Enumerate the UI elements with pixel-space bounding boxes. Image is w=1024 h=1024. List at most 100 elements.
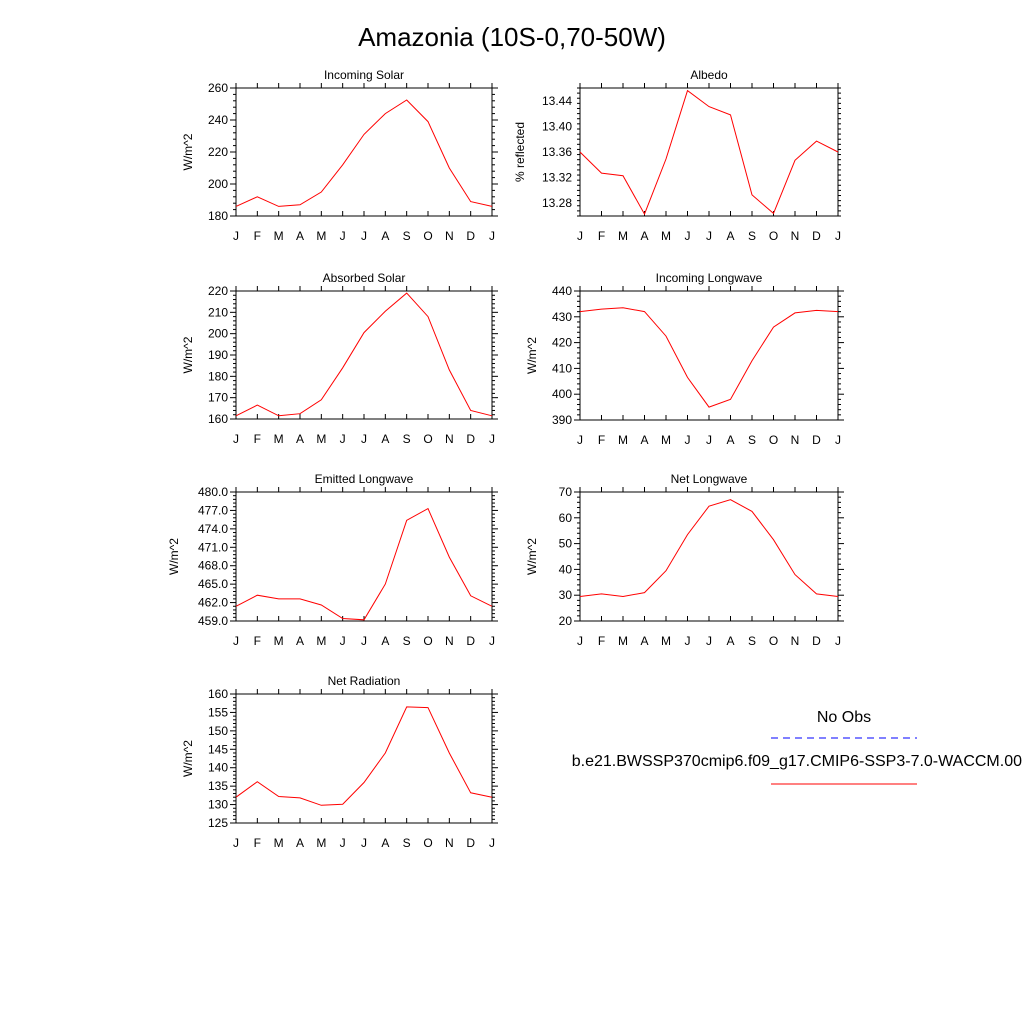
- x-tick-label: M: [316, 634, 326, 648]
- x-tick-label: F: [598, 229, 605, 243]
- y-tick-label: 160: [208, 687, 228, 701]
- x-tick-label: S: [403, 836, 411, 850]
- series-line-absorbed-solar: [235, 292, 493, 417]
- plot-frame: [235, 290, 493, 420]
- x-tick-label: J: [489, 634, 495, 648]
- x-tick-label: N: [791, 229, 800, 243]
- x-tick-label: M: [661, 634, 671, 648]
- x-tick-label: M: [316, 432, 326, 446]
- panel-title-albedo: Albedo: [690, 68, 728, 82]
- x-tick-label: O: [423, 432, 432, 446]
- x-tick-label: F: [598, 634, 605, 648]
- y-tick-label: 125: [208, 816, 228, 830]
- panel-title-incoming-longwave: Incoming Longwave: [656, 271, 763, 285]
- y-axis-label-albedo: % reflected: [513, 122, 527, 182]
- x-tick-label: F: [254, 836, 261, 850]
- y-tick-label: 200: [208, 177, 228, 191]
- y-tick-label: 430: [552, 310, 572, 324]
- x-tick-label: S: [748, 229, 756, 243]
- x-tick-label: A: [381, 229, 389, 243]
- x-tick-label: M: [661, 433, 671, 447]
- y-axis-label-emitted-longwave: W/m^2: [167, 538, 181, 575]
- x-tick-label: M: [618, 229, 628, 243]
- y-tick-label: 440: [552, 284, 572, 298]
- series-line-net-longwave: [579, 499, 839, 598]
- x-tick-label: A: [296, 634, 304, 648]
- x-tick-label: N: [445, 836, 454, 850]
- series-line-incoming-longwave: [579, 307, 839, 408]
- x-tick-label: J: [489, 836, 495, 850]
- y-tick-label: 130: [208, 798, 228, 812]
- x-tick-label: J: [233, 432, 239, 446]
- x-tick-label: O: [423, 229, 432, 243]
- x-tick-label: M: [316, 836, 326, 850]
- y-tick-label: 180: [208, 369, 228, 383]
- plot-frame: [579, 87, 839, 217]
- x-tick-label: O: [423, 836, 432, 850]
- x-tick-label: J: [577, 634, 583, 648]
- y-tick-label: 145: [208, 742, 228, 756]
- series-line-albedo: [579, 89, 839, 216]
- x-tick-label: D: [466, 634, 475, 648]
- plot-frame: [235, 693, 493, 824]
- x-tick-label: M: [274, 432, 284, 446]
- series-line-incoming-solar: [235, 99, 493, 207]
- x-tick-label: D: [812, 229, 821, 243]
- x-tick-label: J: [685, 433, 691, 447]
- legend: No Obs b.e21.BWSSP370cmip6.f09_g17.CMIP6…: [572, 709, 1022, 785]
- legend-obs-label: No Obs: [817, 709, 871, 726]
- x-tick-label: J: [233, 634, 239, 648]
- plot-frame: [579, 290, 839, 421]
- y-tick-label: 468.0: [198, 559, 228, 573]
- y-tick-label: 30: [559, 588, 573, 602]
- x-tick-label: J: [340, 432, 346, 446]
- y-tick-label: 240: [208, 113, 228, 127]
- plot-frame: [235, 491, 493, 622]
- x-tick-label: A: [726, 433, 734, 447]
- x-tick-label: J: [340, 836, 346, 850]
- x-tick-label: D: [466, 432, 475, 446]
- x-tick-label: A: [640, 433, 648, 447]
- x-tick-label: O: [769, 229, 778, 243]
- y-tick-label: 465.0: [198, 577, 228, 591]
- y-tick-label: 70: [559, 485, 573, 499]
- x-tick-label: O: [769, 634, 778, 648]
- x-tick-label: A: [726, 634, 734, 648]
- legend-model-label: b.e21.BWSSP370cmip6.f09_g17.CMIP6-SSP3-7…: [572, 753, 1022, 770]
- x-tick-label: A: [640, 634, 648, 648]
- y-tick-label: 150: [208, 724, 228, 738]
- x-tick-label: N: [791, 433, 800, 447]
- x-tick-label: A: [381, 634, 389, 648]
- x-tick-label: M: [274, 836, 284, 850]
- x-tick-label: O: [423, 634, 432, 648]
- x-tick-label: S: [748, 433, 756, 447]
- x-tick-label: J: [577, 433, 583, 447]
- x-tick-label: A: [640, 229, 648, 243]
- x-tick-label: J: [835, 433, 841, 447]
- y-tick-label: 13.40: [542, 119, 572, 133]
- x-tick-label: M: [274, 229, 284, 243]
- x-tick-label: M: [316, 229, 326, 243]
- y-tick-label: 471.0: [198, 540, 228, 554]
- x-tick-label: M: [618, 634, 628, 648]
- y-tick-label: 462.0: [198, 596, 228, 610]
- y-tick-label: 180: [208, 209, 228, 223]
- panel-title-absorbed-solar: Absorbed Solar: [323, 271, 406, 285]
- y-axis-label-absorbed-solar: W/m^2: [181, 336, 195, 373]
- panel-title-net-longwave: Net Longwave: [671, 472, 748, 486]
- x-tick-label: J: [577, 229, 583, 243]
- y-tick-label: 190: [208, 348, 228, 362]
- y-tick-label: 160: [208, 412, 228, 426]
- x-tick-label: A: [296, 229, 304, 243]
- x-tick-label: S: [403, 432, 411, 446]
- y-tick-label: 474.0: [198, 522, 228, 536]
- plot-frame: [579, 491, 839, 622]
- x-tick-label: J: [835, 634, 841, 648]
- x-tick-label: A: [381, 432, 389, 446]
- x-tick-label: N: [445, 432, 454, 446]
- y-tick-label: 400: [552, 387, 572, 401]
